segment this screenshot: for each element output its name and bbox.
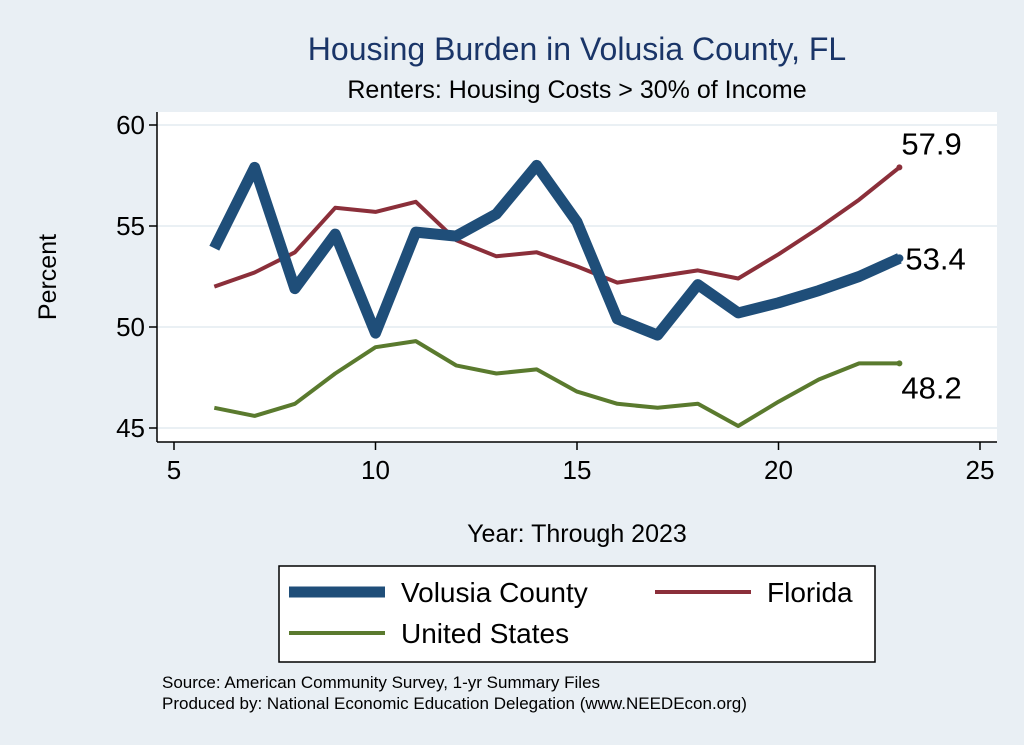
y-tick-label: 55 <box>116 211 145 241</box>
legend-label-florida: Florida <box>767 577 853 608</box>
series-layer <box>209 159 904 428</box>
end-label-volusia-county: 53.4 <box>905 241 965 276</box>
x-axis-label: Year: Through 2023 <box>467 520 687 548</box>
end-labels: 53.4 57.9 48.2 <box>901 126 965 405</box>
chart-subtitle: Renters: Housing Costs > 30% of Income <box>347 76 806 104</box>
series-line-florida <box>213 165 901 289</box>
end-point-volusia-county <box>895 254 904 263</box>
y-axis-label: Percent <box>34 234 62 320</box>
end-label-florida: 57.9 <box>901 126 961 161</box>
chart-title: Housing Burden in Volusia County, FL <box>308 31 846 67</box>
legend-label-volusia-county: Volusia County <box>401 577 588 608</box>
y-tick-label: 50 <box>116 312 145 342</box>
end-point-florida <box>896 164 903 171</box>
legend <box>278 565 876 663</box>
series-line-volusia-county <box>209 159 902 341</box>
x-tick-label: 25 <box>966 455 995 485</box>
source-line: Source: American Community Survey, 1-yr … <box>162 673 600 692</box>
x-tick-label: 5 <box>167 455 181 485</box>
axes: 45 50 55 60 5 10 15 20 25 <box>116 110 997 485</box>
y-tick-label: 45 <box>116 413 145 443</box>
x-tick-label: 20 <box>764 455 793 485</box>
y-tick-label: 60 <box>116 110 145 140</box>
end-point-united-states <box>896 360 903 367</box>
x-tick-label: 10 <box>361 455 390 485</box>
legend-items: Volusia County Florida United States <box>289 577 853 649</box>
x-tick-label: 15 <box>563 455 592 485</box>
series-line-united-states <box>213 339 900 428</box>
end-label-united-states: 48.2 <box>901 370 961 405</box>
producer-line: Produced by: National Economic Education… <box>162 694 747 713</box>
legend-label-united-states: United States <box>401 618 569 649</box>
